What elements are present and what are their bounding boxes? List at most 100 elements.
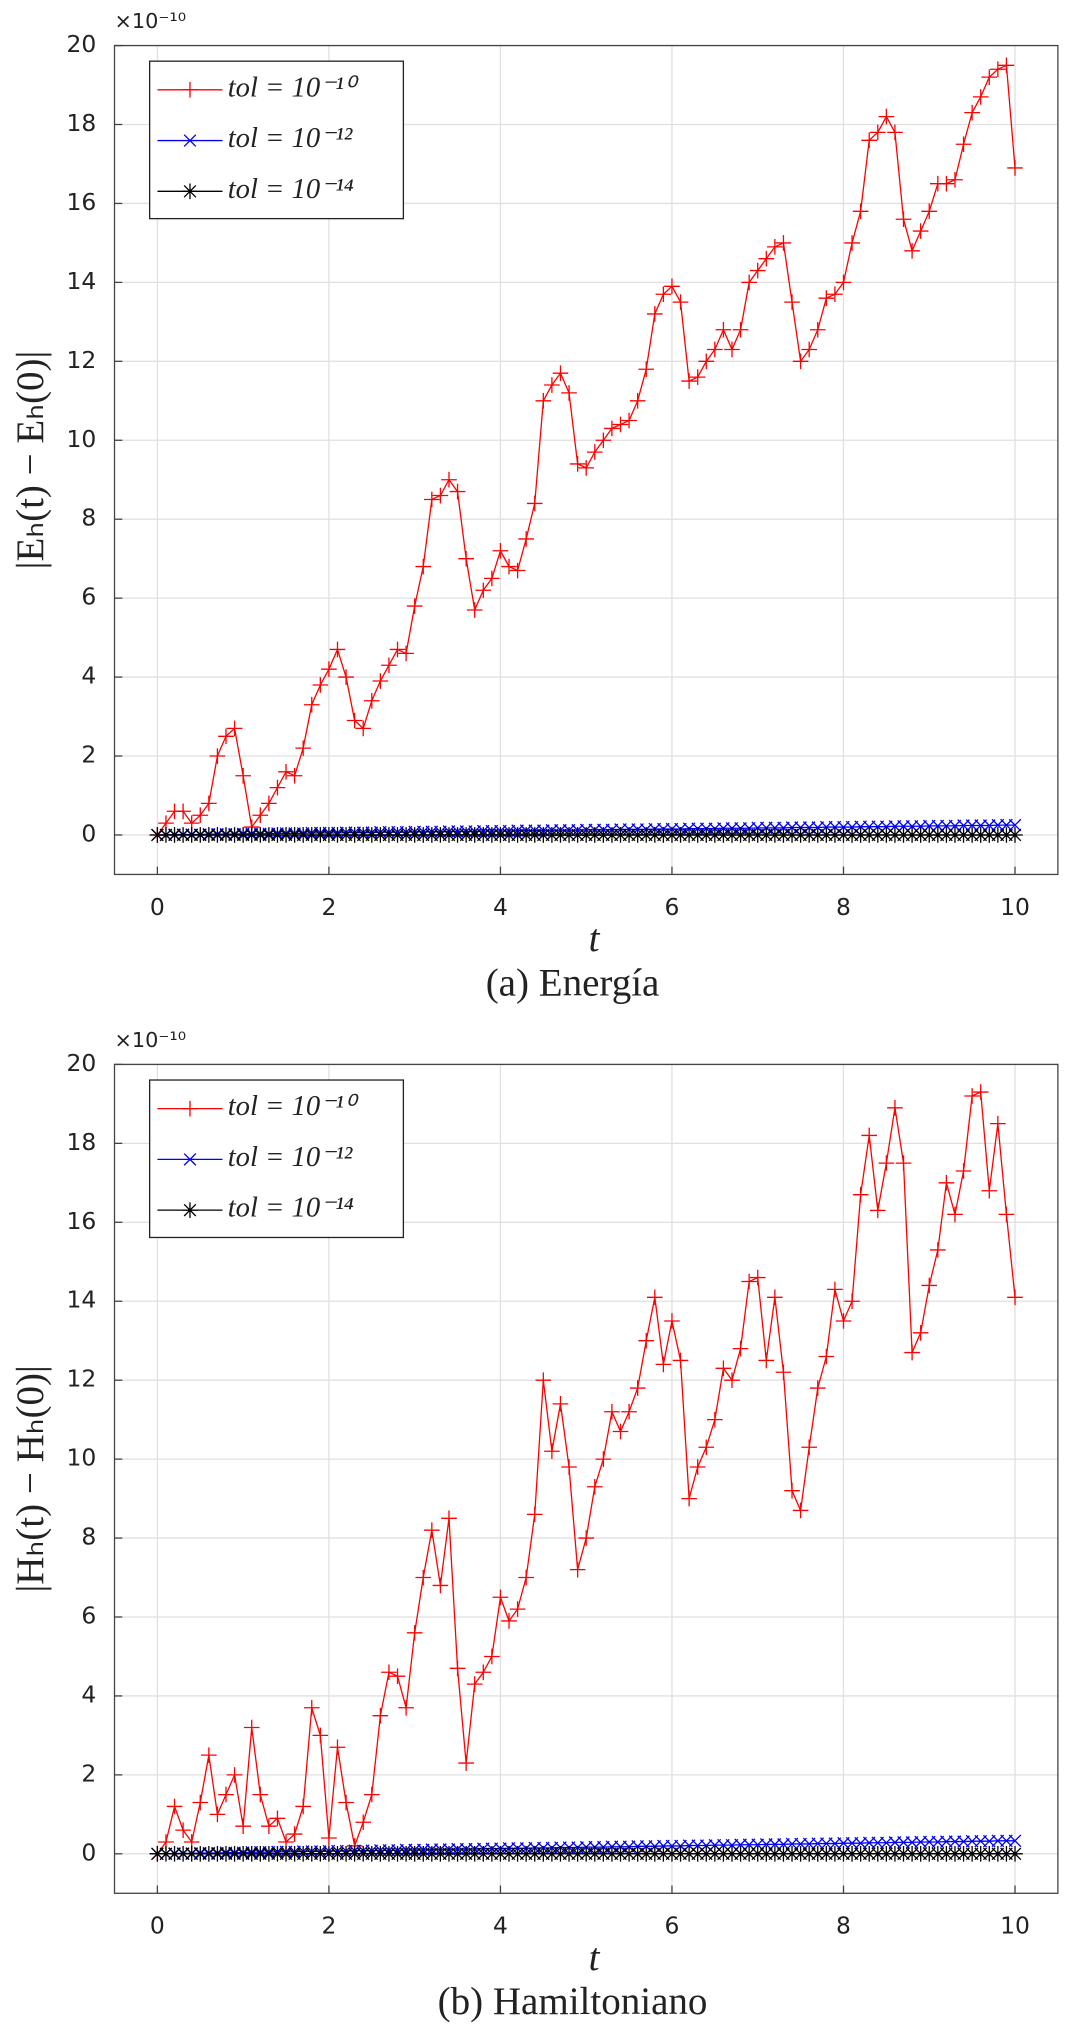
- marker: [201, 1846, 217, 1862]
- marker: [175, 1822, 191, 1838]
- marker: [715, 1846, 732, 1862]
- marker: [895, 827, 912, 843]
- marker: [518, 531, 534, 547]
- marker: [492, 827, 509, 843]
- marker: [501, 1846, 517, 1862]
- marker: [947, 171, 963, 188]
- marker: [586, 1478, 603, 1495]
- marker: [166, 1798, 183, 1815]
- marker: [775, 1846, 792, 1862]
- y-tick-label: 14: [66, 1286, 96, 1314]
- series: [149, 827, 1023, 843]
- marker: [192, 807, 209, 824]
- marker: [638, 1332, 655, 1349]
- marker: [321, 827, 337, 843]
- marker: [569, 456, 586, 472]
- marker: [209, 1846, 226, 1862]
- marker: [604, 420, 620, 437]
- y-tick-label: 14: [66, 267, 96, 295]
- marker: [938, 1846, 955, 1862]
- marker: [827, 1281, 843, 1298]
- plot-frame: [113, 1063, 1059, 1894]
- marker: [338, 1846, 354, 1862]
- marker: [312, 827, 329, 843]
- series: [149, 57, 1023, 843]
- marker: [363, 1846, 380, 1862]
- marker: [561, 827, 577, 843]
- marker: [312, 677, 329, 693]
- marker: [278, 1846, 294, 1862]
- marker: [947, 1846, 963, 1862]
- marker: [261, 1818, 277, 1834]
- marker: [329, 1739, 346, 1756]
- y-tick-label: 18: [66, 1128, 96, 1156]
- marker: [518, 1846, 534, 1862]
- marker: [492, 1589, 509, 1606]
- marker: [629, 1846, 646, 1862]
- marker: [158, 1846, 174, 1862]
- marker: [252, 1846, 269, 1862]
- marker: [861, 132, 878, 149]
- marker: [252, 1786, 269, 1803]
- marker: [672, 294, 689, 310]
- marker: [852, 1846, 869, 1862]
- marker: [689, 369, 706, 385]
- marker: [389, 827, 406, 843]
- marker: [321, 1830, 337, 1846]
- marker: [921, 1846, 938, 1862]
- marker: [930, 827, 946, 843]
- marker: [569, 1846, 586, 1862]
- marker: [518, 827, 534, 843]
- marker: [818, 1846, 835, 1862]
- marker: [389, 641, 406, 658]
- marker: [312, 1727, 329, 1744]
- x-axis-label: t: [589, 1936, 601, 1979]
- x-tick-label: 6: [665, 893, 680, 921]
- marker: [201, 795, 217, 812]
- marker: [981, 1182, 998, 1199]
- marker: [355, 1846, 372, 1862]
- marker: [681, 1490, 697, 1507]
- marker: [526, 1846, 543, 1862]
- marker: [972, 1084, 989, 1100]
- y-exponent: ×10⁻¹⁰: [115, 1028, 187, 1052]
- marker: [809, 321, 826, 338]
- marker: [689, 1846, 706, 1862]
- marker: [535, 392, 552, 409]
- marker: [338, 1794, 354, 1811]
- marker: [912, 1325, 929, 1341]
- marker: [861, 1127, 878, 1144]
- marker: [278, 764, 294, 780]
- marker: [363, 692, 380, 709]
- marker: [372, 1707, 389, 1724]
- marker: [895, 211, 912, 228]
- marker: [724, 341, 740, 358]
- marker: [286, 1826, 303, 1842]
- y-tick-label: 6: [81, 583, 96, 611]
- marker: [964, 1846, 980, 1862]
- marker: [209, 1806, 226, 1823]
- marker: [947, 827, 963, 843]
- marker: [346, 712, 363, 729]
- marker: [424, 1522, 440, 1538]
- marker: [672, 1846, 689, 1862]
- marker: [835, 274, 852, 291]
- marker: [501, 558, 517, 575]
- marker: [707, 341, 723, 358]
- marker: [484, 570, 500, 587]
- marker: [604, 827, 620, 843]
- marker: [990, 827, 1006, 843]
- marker: [458, 827, 474, 843]
- marker: [672, 827, 689, 843]
- marker: [749, 262, 766, 279]
- marker: [544, 827, 560, 843]
- marker: [775, 235, 792, 251]
- legend-marker: [182, 81, 198, 98]
- marker: [544, 1846, 560, 1862]
- marker: [424, 1846, 440, 1862]
- marker: [303, 696, 320, 713]
- marker: [192, 1794, 209, 1811]
- marker: [389, 1846, 406, 1862]
- marker: [930, 1242, 946, 1258]
